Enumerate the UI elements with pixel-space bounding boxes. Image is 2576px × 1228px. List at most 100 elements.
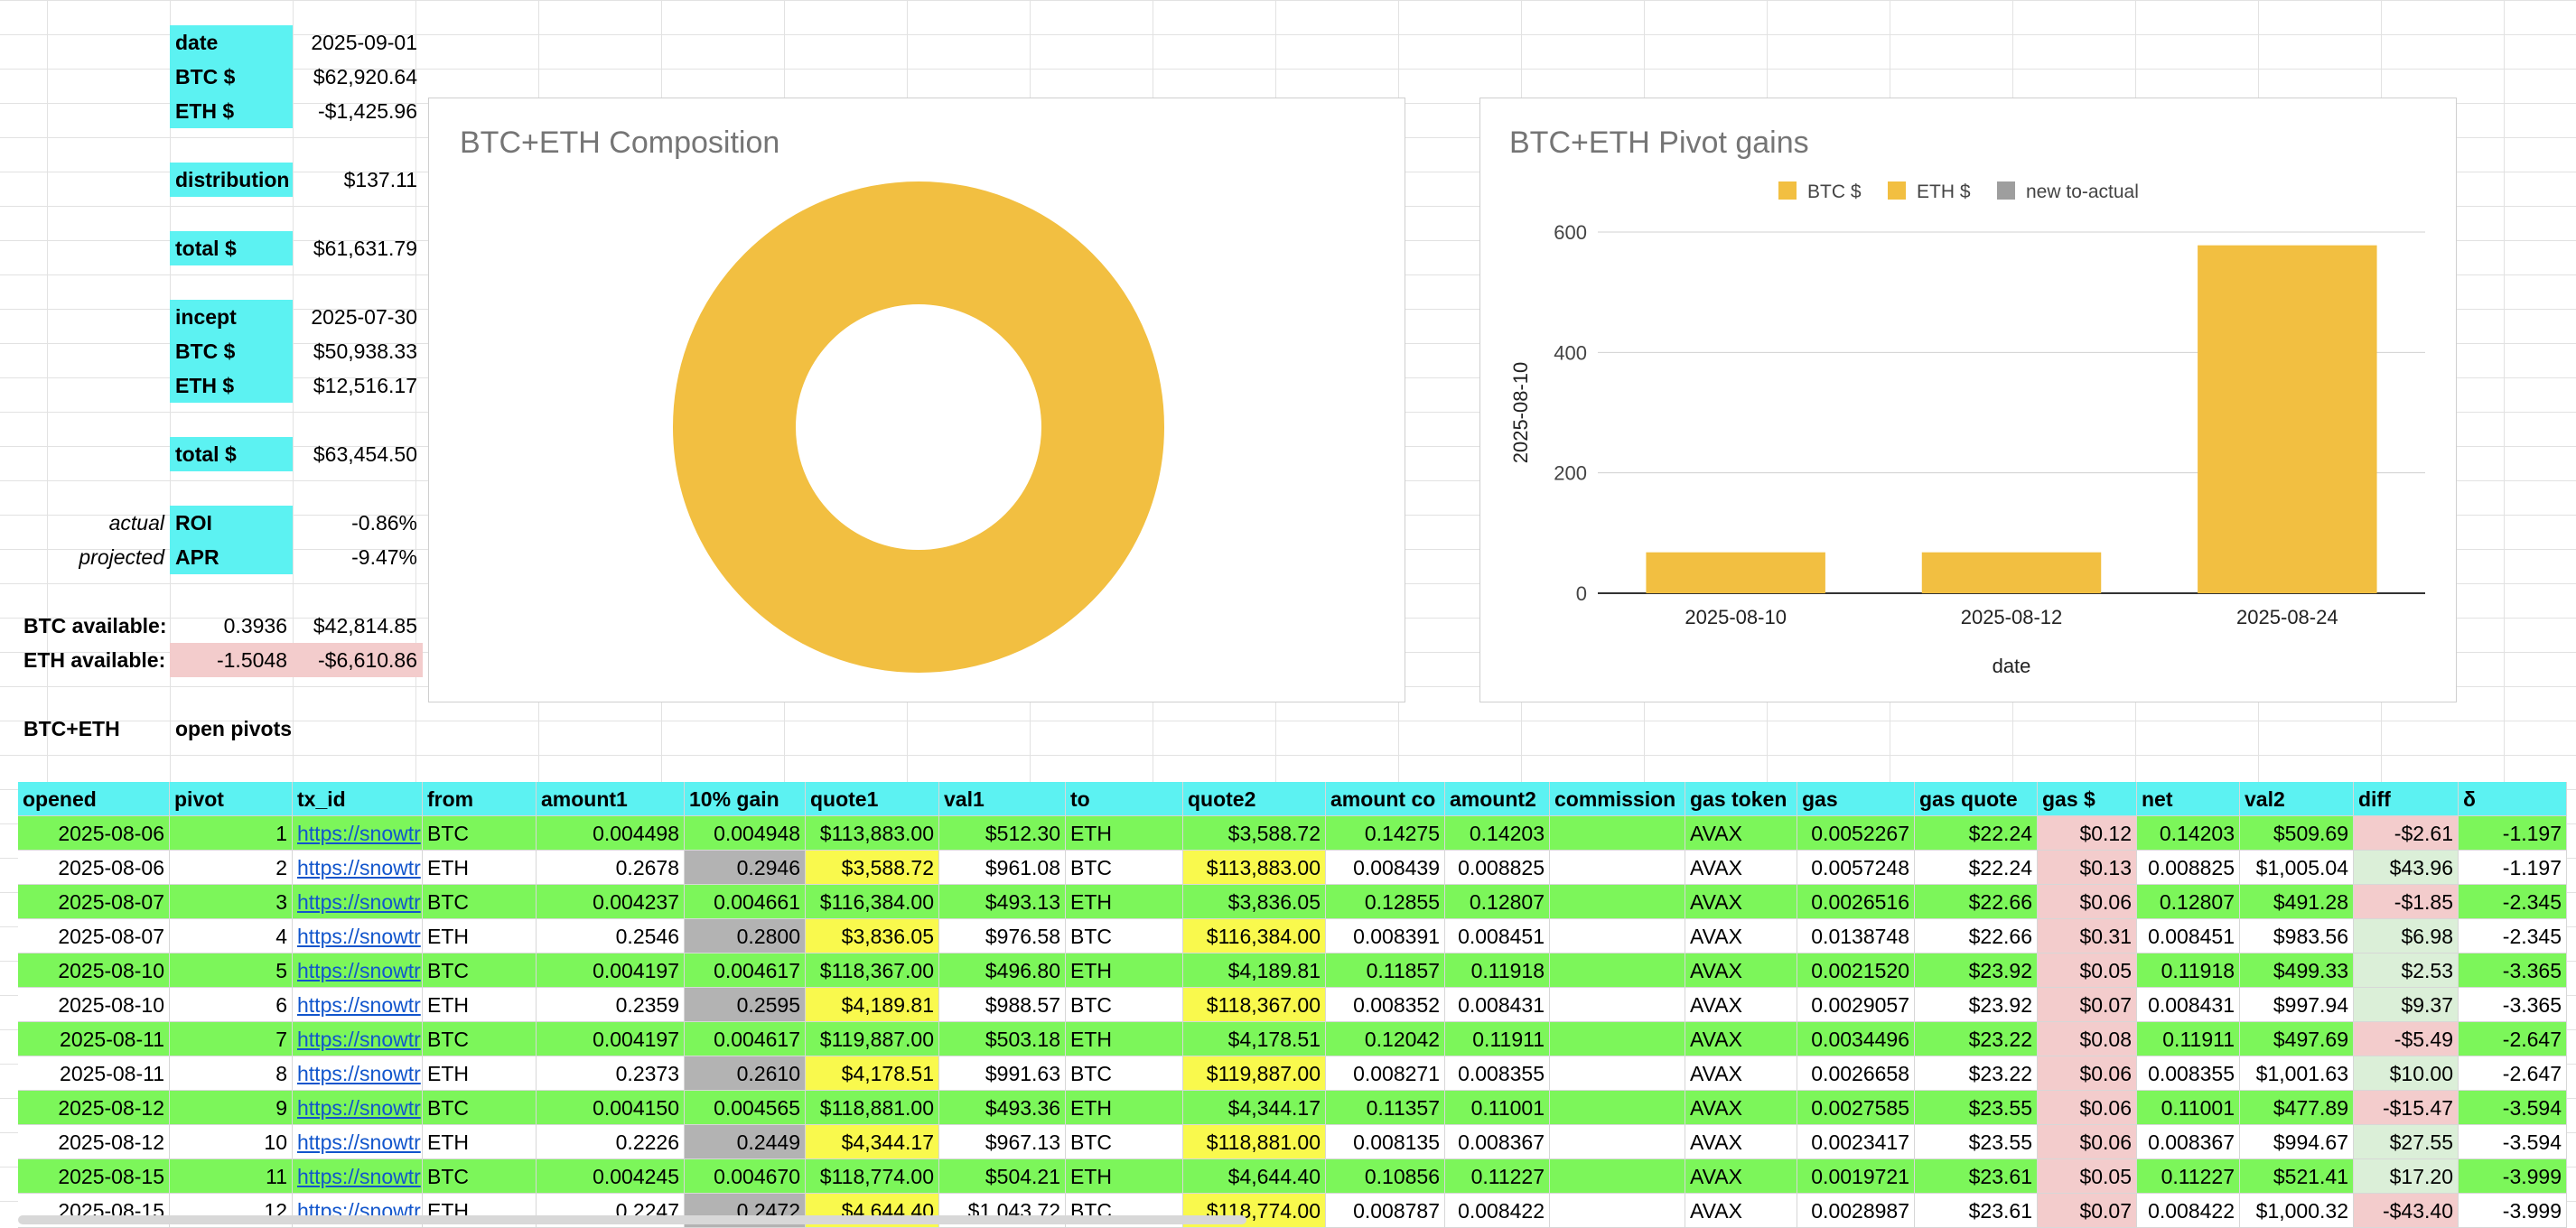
table-cell[interactable]: $0.06 [2038, 1056, 2137, 1091]
pivot-gains-chart[interactable]: BTC+ETH Pivot gains 0 200 400 600 BTC $ ETH $… [1479, 98, 2457, 702]
table-cell[interactable]: 10 [170, 1125, 293, 1159]
bar-2025-08-12[interactable] [1921, 552, 2102, 593]
column-header[interactable]: val1 [939, 782, 1066, 816]
distribution-label[interactable]: distribution [170, 163, 293, 197]
column-header[interactable]: diff [2354, 782, 2459, 816]
table-cell[interactable]: $4,178.51 [1183, 1022, 1326, 1056]
table-cell[interactable]: https://snowtr [293, 1125, 423, 1159]
table-cell[interactable]: $116,384.00 [806, 885, 939, 919]
eth-label[interactable]: ETH $ [170, 94, 293, 128]
distribution-value[interactable]: $137.11 [343, 168, 417, 191]
table-cell[interactable]: -3.594 [2459, 1091, 2567, 1125]
column-header[interactable]: commission [1550, 782, 1685, 816]
table-cell[interactable]: $4,344.17 [806, 1125, 939, 1159]
table-cell[interactable]: https://snowtr [293, 988, 423, 1022]
table-cell[interactable]: 2025-08-12 [18, 1125, 170, 1159]
table-cell[interactable]: $23.61 [1915, 1194, 2038, 1228]
table-cell[interactable]: ETH [1066, 885, 1183, 919]
table-cell[interactable]: https://snowtr [293, 954, 423, 988]
table-cell[interactable]: 0.2595 [685, 988, 806, 1022]
table-cell[interactable]: $4,344.17 [1183, 1091, 1326, 1125]
date-label[interactable]: date [170, 25, 293, 60]
table-cell[interactable]: $0.07 [2038, 1194, 2137, 1228]
table-cell[interactable]: $4,644.40 [1183, 1159, 1326, 1194]
table-cell[interactable]: AVAX [1685, 1022, 1797, 1056]
table-cell[interactable]: AVAX [1685, 1125, 1797, 1159]
table-cell[interactable]: 0.008431 [2137, 988, 2240, 1022]
table-cell[interactable]: $23.55 [1915, 1091, 2038, 1125]
table-cell[interactable]: -2.647 [2459, 1022, 2567, 1056]
table-cell[interactable]: $23.22 [1915, 1056, 2038, 1091]
table-cell[interactable]: $491.28 [2240, 885, 2354, 919]
table-cell[interactable]: BTC [423, 816, 537, 851]
table-cell[interactable]: 0.008271 [1326, 1056, 1445, 1091]
table-cell[interactable]: 0.2359 [537, 988, 685, 1022]
table-cell[interactable]: AVAX [1685, 851, 1797, 885]
table-cell[interactable]: $0.12 [2038, 816, 2137, 851]
table-cell[interactable]: 0.2800 [685, 919, 806, 954]
btc-label[interactable]: BTC $ [170, 60, 293, 94]
table-cell[interactable]: 0.0021520 [1797, 954, 1915, 988]
table-cell[interactable]: 0.2449 [685, 1125, 806, 1159]
table-cell[interactable]: 0.004197 [537, 954, 685, 988]
table-cell[interactable]: $3,588.72 [806, 851, 939, 885]
table-cell[interactable]: 0.008355 [1445, 1056, 1550, 1091]
table-cell[interactable]: $512.30 [939, 816, 1066, 851]
table-cell[interactable]: $0.13 [2038, 851, 2137, 885]
table-cell[interactable]: -$15.47 [2354, 1091, 2459, 1125]
column-header[interactable]: val2 [2240, 782, 2354, 816]
table-cell[interactable]: $1,000.32 [2240, 1194, 2354, 1228]
table-cell[interactable]: BTC [1066, 1056, 1183, 1091]
table-cell[interactable]: ETH [423, 919, 537, 954]
table-cell[interactable]: BTC [1066, 988, 1183, 1022]
incept-btc-label[interactable]: BTC $ [170, 334, 293, 368]
btc-available-label[interactable]: BTC available: [23, 614, 167, 637]
incept-value[interactable]: 2025-07-30 [311, 305, 417, 329]
column-header[interactable]: amount co [1326, 782, 1445, 816]
table-cell[interactable]: -3.365 [2459, 988, 2567, 1022]
table-cell[interactable]: 0.004565 [685, 1091, 806, 1125]
date-value[interactable]: 2025-09-01 [311, 31, 417, 54]
table-cell[interactable]: https://snowtr [293, 851, 423, 885]
table-cell[interactable]: $119,887.00 [1183, 1056, 1326, 1091]
table-cell[interactable]: 0.0026516 [1797, 885, 1915, 919]
table-cell[interactable]: $118,881.00 [806, 1091, 939, 1125]
table-cell[interactable]: 0.12807 [2137, 885, 2240, 919]
table-cell[interactable]: $43.96 [2354, 851, 2459, 885]
table-cell[interactable]: $3,836.05 [806, 919, 939, 954]
table-cell[interactable]: 0.008451 [2137, 919, 2240, 954]
table-cell[interactable]: 0.008825 [2137, 851, 2240, 885]
table-cell[interactable]: https://snowtr [293, 919, 423, 954]
table-cell[interactable] [1550, 954, 1685, 988]
table-cell[interactable]: 0.14275 [1326, 816, 1445, 851]
table-cell[interactable] [1550, 919, 1685, 954]
table-cell[interactable]: 2025-08-11 [18, 1056, 170, 1091]
table-cell[interactable]: $994.67 [2240, 1125, 2354, 1159]
table-cell[interactable]: $493.36 [939, 1091, 1066, 1125]
table-cell[interactable]: 0.11918 [2137, 954, 2240, 988]
table-cell[interactable]: 0.14203 [2137, 816, 2240, 851]
table-cell[interactable]: $997.94 [2240, 988, 2354, 1022]
section-label[interactable]: BTC+ETH [23, 717, 120, 740]
table-cell[interactable]: BTC [1066, 919, 1183, 954]
column-header[interactable]: tx_id [293, 782, 423, 816]
table-cell[interactable]: AVAX [1685, 885, 1797, 919]
eth-available-value[interactable]: -$6,610.86 [293, 643, 423, 677]
column-header[interactable]: quote1 [806, 782, 939, 816]
table-cell[interactable]: $503.18 [939, 1022, 1066, 1056]
table-cell[interactable]: 0.004948 [685, 816, 806, 851]
table-cell[interactable]: ETH [1066, 1091, 1183, 1125]
column-header[interactable]: amount2 [1445, 782, 1550, 816]
table-cell[interactable]: -$5.49 [2354, 1022, 2459, 1056]
table-cell[interactable]: 0.2373 [537, 1056, 685, 1091]
table-cell[interactable]: $3,588.72 [1183, 816, 1326, 851]
table-cell[interactable]: $27.55 [2354, 1125, 2459, 1159]
incept-btc-value[interactable]: $50,938.33 [313, 340, 417, 363]
column-header[interactable]: gas token [1685, 782, 1797, 816]
btc-available-value[interactable]: $42,814.85 [313, 614, 417, 637]
table-cell[interactable]: AVAX [1685, 1159, 1797, 1194]
table-cell[interactable]: 0.11001 [2137, 1091, 2240, 1125]
table-cell[interactable]: -3.999 [2459, 1194, 2567, 1228]
incept-total-label[interactable]: total $ [170, 437, 293, 471]
table-cell[interactable]: 0.0027585 [1797, 1091, 1915, 1125]
